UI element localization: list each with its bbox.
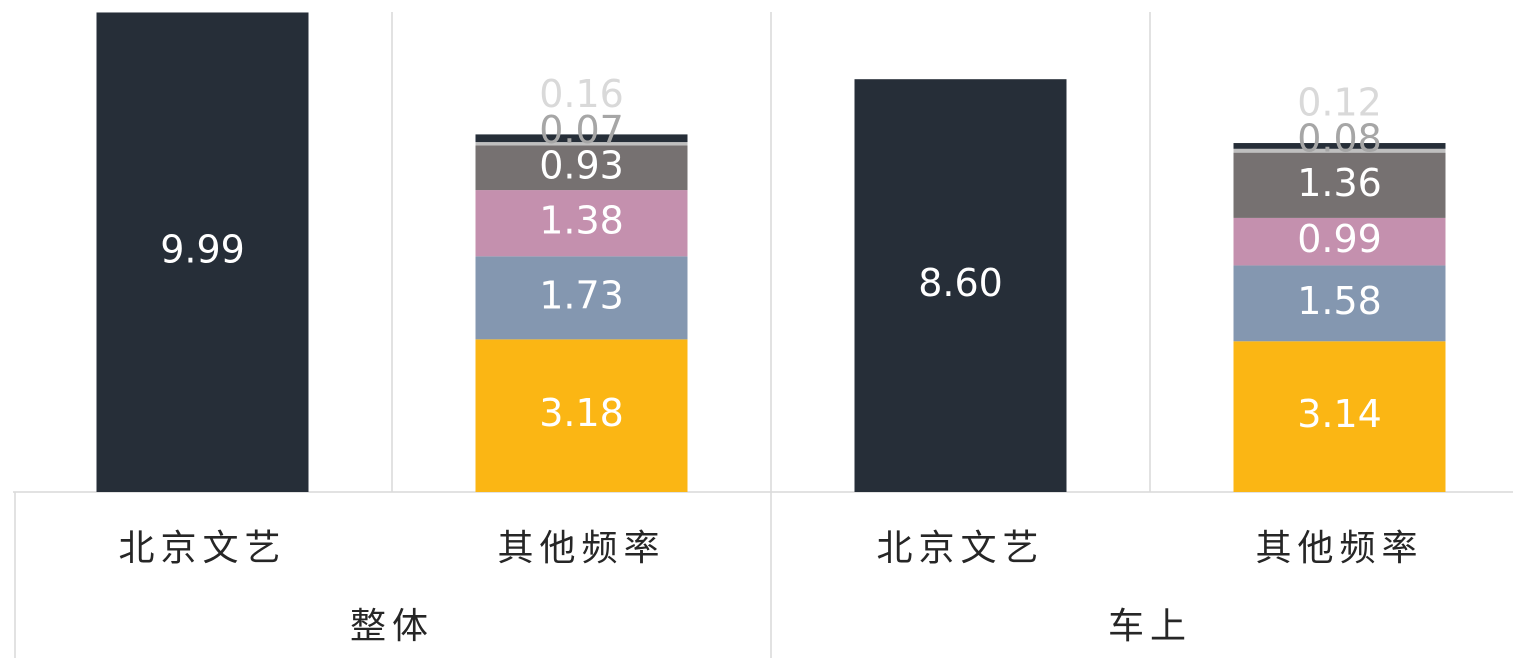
value-label: 1.38 xyxy=(539,199,624,243)
bar-segment xyxy=(1233,152,1446,218)
x-tick-label: 其他频率 xyxy=(1255,528,1423,569)
bar-segment xyxy=(1233,341,1446,492)
value-label: 3.14 xyxy=(1297,392,1382,436)
bar-segment xyxy=(1233,148,1446,153)
bar-segment xyxy=(96,12,309,492)
bar-segment xyxy=(475,339,688,492)
bar-segment xyxy=(475,134,688,143)
group-label: 整体 xyxy=(350,606,434,647)
bar-segment xyxy=(1233,217,1446,266)
value-label: 0.08 xyxy=(1297,117,1382,161)
value-label: 1.36 xyxy=(1297,161,1382,205)
value-label: 3.18 xyxy=(539,391,624,435)
value-label: 1.58 xyxy=(1297,279,1382,323)
value-label: 0.07 xyxy=(539,108,624,152)
value-label: 1.73 xyxy=(539,273,624,317)
group-label: 车上 xyxy=(1108,606,1192,647)
value-label: 0.12 xyxy=(1297,81,1382,125)
x-tick-label: 其他频率 xyxy=(497,528,665,569)
bar-segment xyxy=(854,79,1067,492)
x-tick-label: 北京文艺 xyxy=(118,528,286,569)
value-label: 8.60 xyxy=(918,261,1003,305)
bar-segment xyxy=(1233,265,1446,342)
bar-segment xyxy=(475,142,688,146)
value-label: 0.16 xyxy=(539,72,624,116)
value-label: 0.93 xyxy=(539,143,624,187)
x-tick-label: 北京文艺 xyxy=(876,528,1044,569)
bar-segment xyxy=(1233,143,1446,149)
value-label: 9.99 xyxy=(160,228,245,272)
bar-segment xyxy=(475,145,688,191)
bar-segment xyxy=(475,256,688,340)
bar-segment xyxy=(475,190,688,257)
value-label: 0.99 xyxy=(1297,217,1382,261)
